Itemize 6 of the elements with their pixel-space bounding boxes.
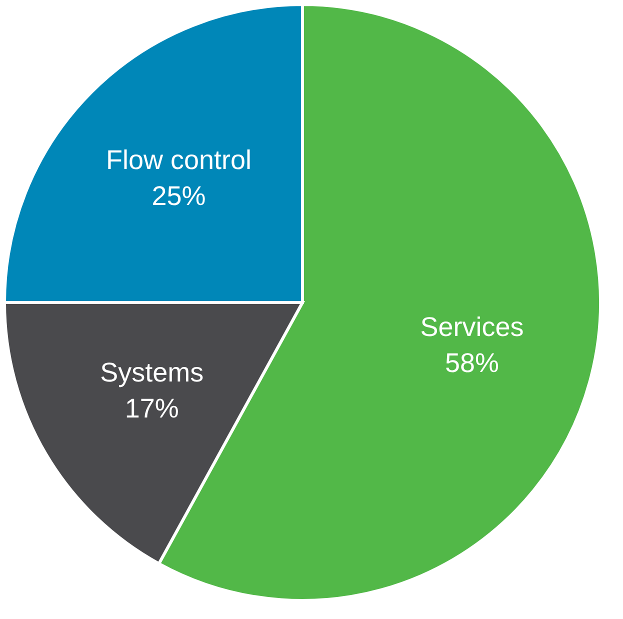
data-label: 25%	[152, 180, 206, 211]
data-label: 58%	[444, 348, 500, 378]
data-label: 17%	[124, 394, 179, 424]
slice-label: Systems	[100, 358, 204, 388]
slice-label: Flow control	[106, 144, 252, 175]
slice-label: Services	[420, 312, 524, 342]
